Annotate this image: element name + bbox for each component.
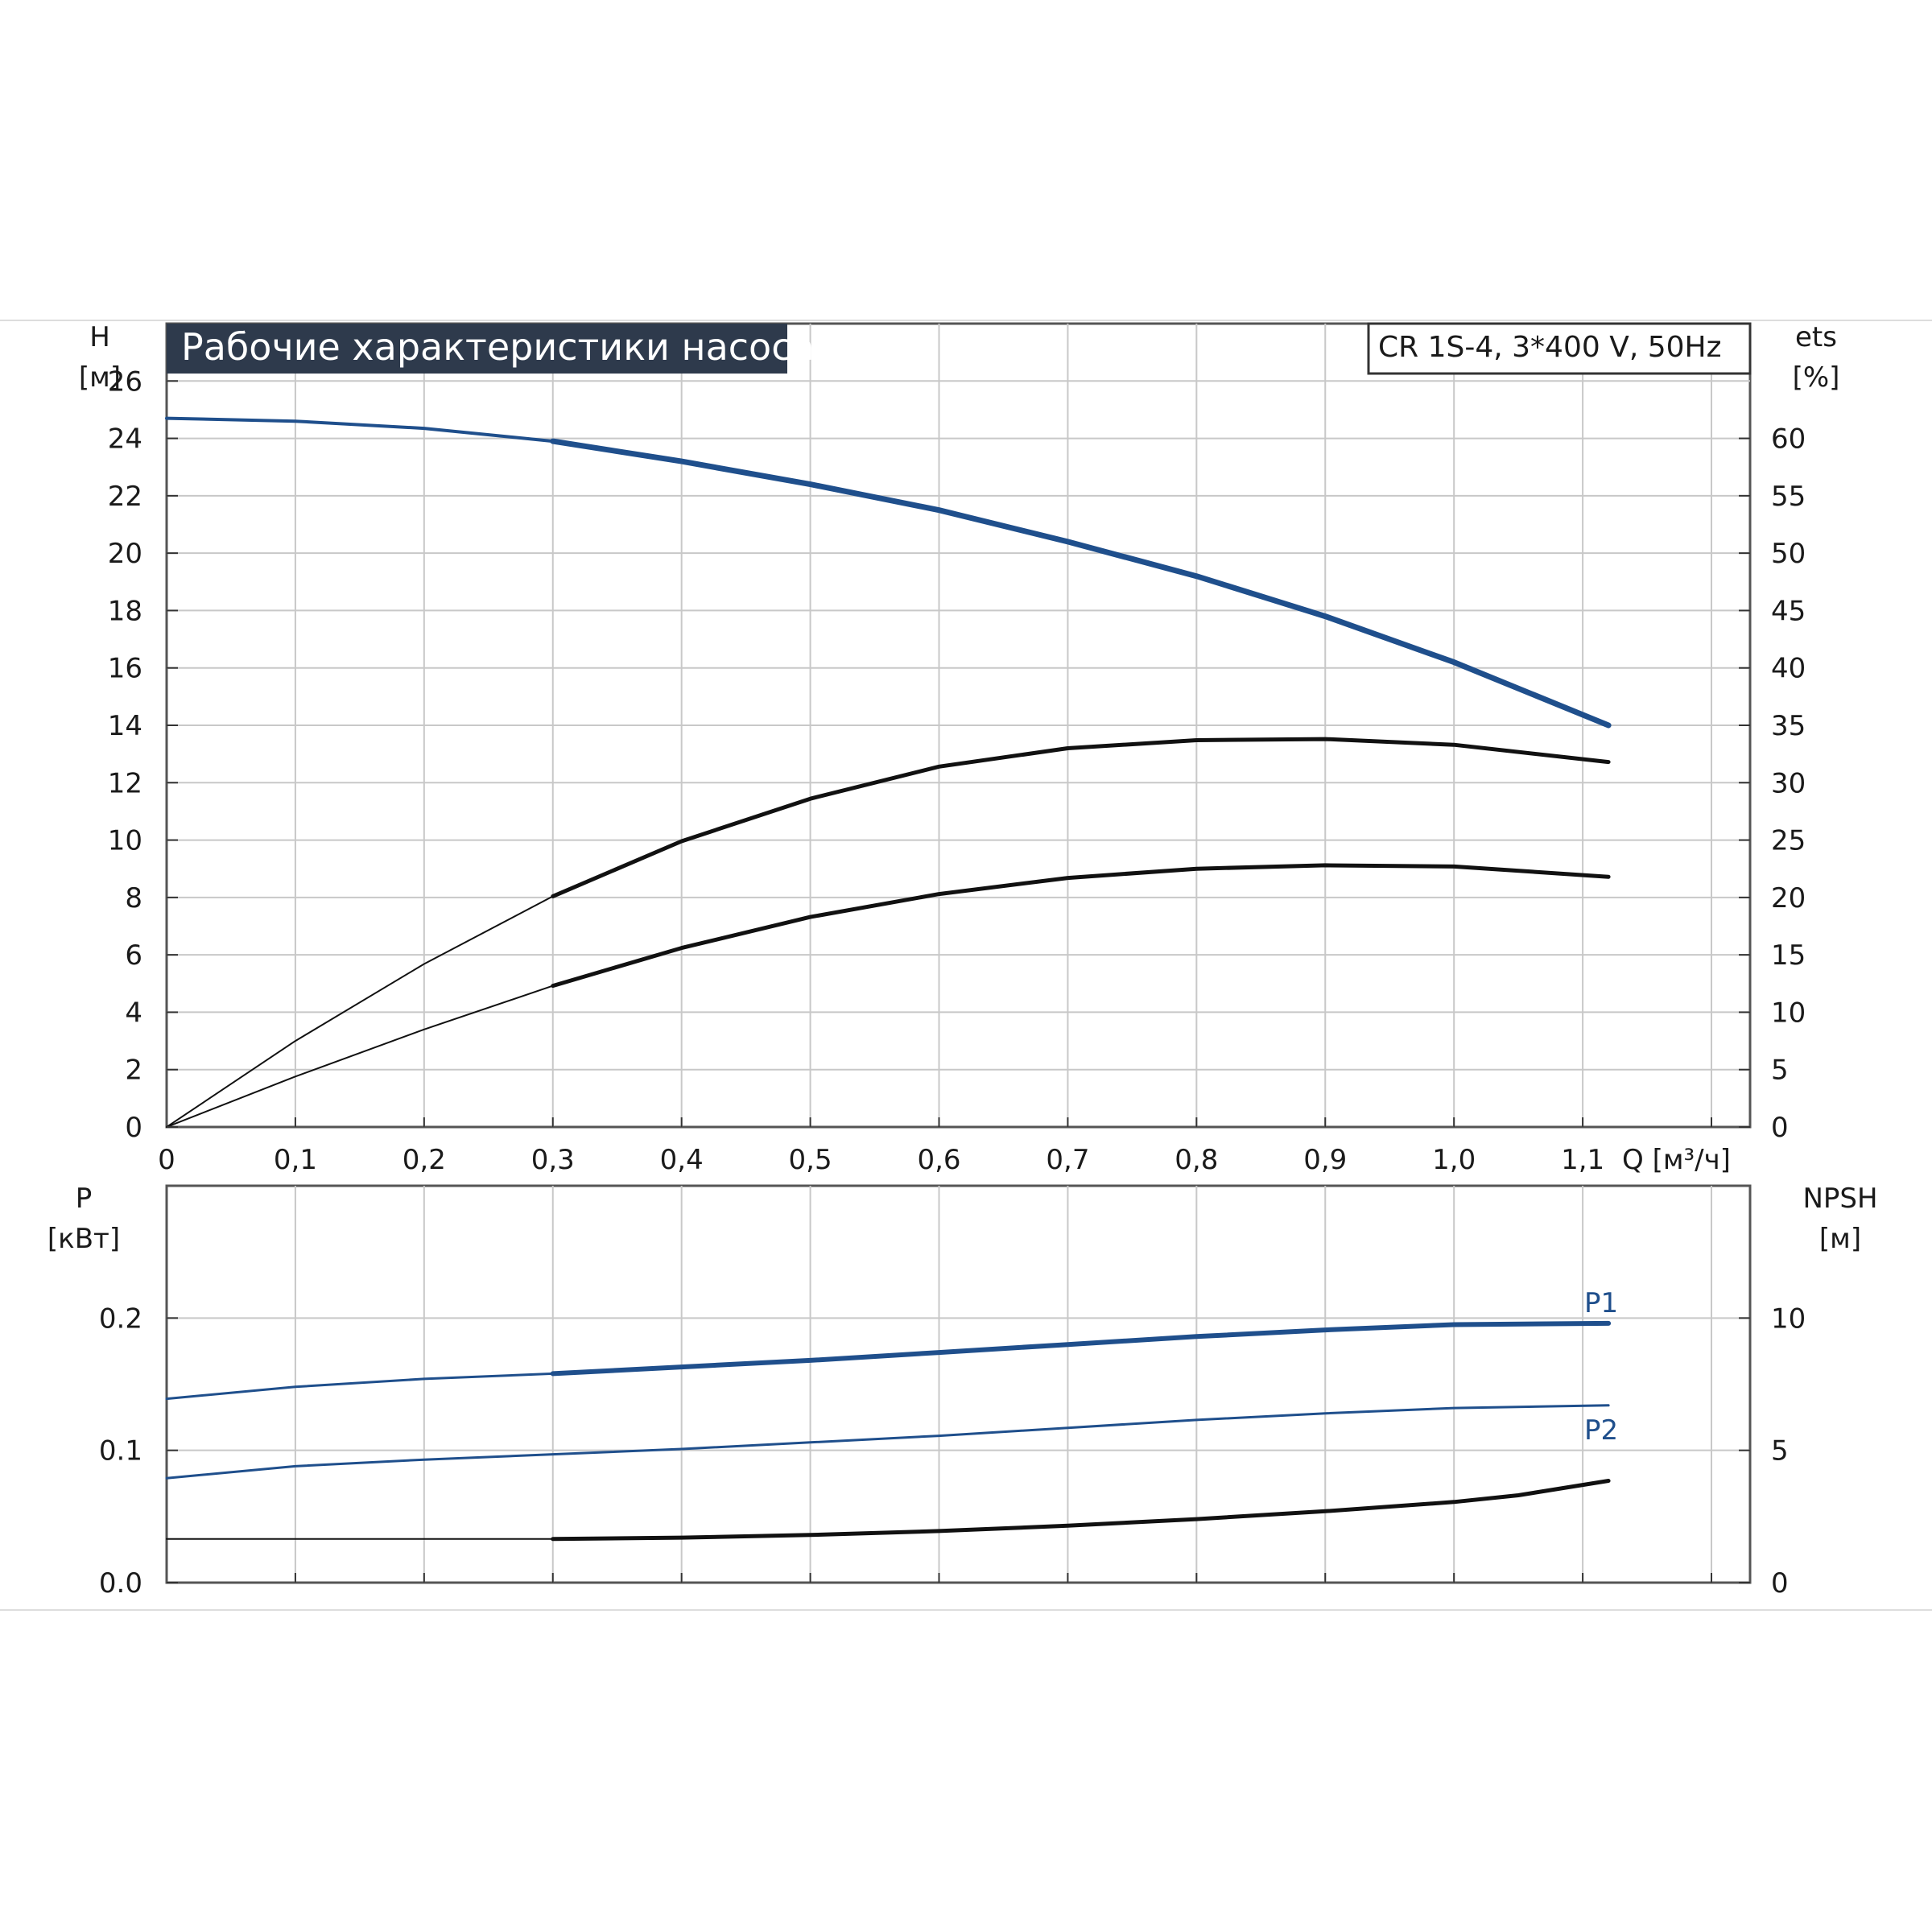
npsh-axis-label: NPSH	[1802, 1183, 1877, 1215]
bottom-grid	[167, 1186, 1750, 1583]
x-tick-label: 0,6	[917, 1144, 960, 1176]
right-tick-label: 55	[1771, 481, 1806, 513]
left-tick-label: 18	[108, 595, 142, 627]
right-tick-label: 60	[1771, 423, 1806, 456]
series-line-bold-2	[551, 1479, 1611, 1542]
efficiency-axis-unit: [%]	[1793, 361, 1840, 394]
x-tick-label: 1,0	[1432, 1144, 1476, 1176]
series-line-bold-0	[550, 1320, 1612, 1377]
left-tick-label: 4	[125, 997, 142, 1029]
model-box	[1367, 322, 1752, 375]
x-tick-label: 0,1	[274, 1144, 317, 1176]
series-line-1	[165, 1404, 1610, 1480]
power-axis-ticks: 0.0 0.1 0.2	[99, 1302, 178, 1600]
bottom-series-group	[165, 1320, 1612, 1542]
right-tick-label: 35	[1771, 710, 1806, 742]
left-tick-label: 0.1	[99, 1435, 142, 1468]
right-tick-label: 45	[1771, 595, 1806, 627]
right-tick-label: 0	[1771, 1567, 1789, 1600]
x-tick-label: 0	[158, 1144, 175, 1176]
right-tick-label: 15	[1771, 939, 1806, 972]
left-tick-label: 22	[108, 481, 142, 513]
left-tick-label: 8	[125, 882, 142, 914]
power-npsh-panel: 0.0 0.1 0.2 0 5 10 P [кВт] NPSH [м] P1 P2	[47, 1183, 1878, 1600]
left-tick-label: 26	[108, 365, 142, 398]
right-tick-label: 40	[1771, 653, 1806, 685]
npsh-axis-unit: [м]	[1819, 1223, 1861, 1255]
left-tick-label: 14	[108, 710, 142, 742]
npsh-axis-ticks: 0 5 10	[1739, 1302, 1806, 1600]
p1-series-label: P1	[1584, 1287, 1618, 1319]
top-grid	[167, 324, 1750, 1127]
x-tick-label: 0,3	[531, 1144, 575, 1176]
flow-axis-label: Q [м³/ч]	[1622, 1144, 1731, 1176]
left-tick-label: 20	[108, 538, 142, 570]
head-axis-unit: [м]	[79, 361, 121, 394]
top-series-group	[165, 416, 1612, 1128]
left-tick-label: 0.2	[99, 1302, 142, 1335]
left-tick-label: 2	[125, 1055, 142, 1087]
chart-title: Рабочие характеристики насоса	[181, 325, 815, 369]
title-box	[167, 324, 787, 374]
bottom-plot-area	[165, 1184, 1752, 1584]
x-tick-label: 0,7	[1046, 1144, 1089, 1176]
right-tick-label: 5	[1771, 1055, 1789, 1087]
right-tick-label: 0	[1771, 1112, 1789, 1144]
x-tick-label: 0,2	[402, 1144, 446, 1176]
efficiency-axis-ticks: 0 5 10 15 20 25 30 35 40 45 50 55 60	[1739, 423, 1806, 1144]
series-line-bold-1	[551, 737, 1611, 898]
right-tick-label: 50	[1771, 538, 1806, 570]
p2-series-label: P2	[1584, 1414, 1618, 1447]
left-tick-label: 0.0	[99, 1567, 142, 1600]
x-tick-label: 0,5	[789, 1144, 832, 1176]
power-axis-label: P	[76, 1183, 93, 1215]
right-tick-label: 10	[1771, 1302, 1806, 1335]
right-tick-label: 20	[1771, 882, 1806, 914]
left-tick-label: 6	[125, 939, 142, 972]
left-tick-label: 12	[108, 767, 142, 799]
left-tick-label: 10	[108, 825, 142, 857]
x-tick-label: 0,9	[1303, 1144, 1347, 1176]
power-axis-unit: [кВт]	[47, 1223, 120, 1255]
left-tick-label: 0	[125, 1112, 142, 1144]
model-label: CR 1S-4, 3*400 V, 50Hz	[1378, 331, 1721, 364]
right-tick-label: 30	[1771, 767, 1806, 799]
left-tick-label: 24	[108, 423, 142, 456]
right-tick-label: 10	[1771, 997, 1806, 1029]
series-line-bold-2	[551, 863, 1611, 989]
right-tick-label: 5	[1771, 1435, 1789, 1468]
flow-axis-ticks: 0 0,1 0,2 0,3 0,4 0,5 0,6 0,7 0,8 0,9 1,0 1,1	[158, 1144, 1604, 1176]
x-tick-label: 0,8	[1174, 1144, 1218, 1176]
series-line-bold-0	[550, 438, 1612, 729]
x-tick-label: 1,1	[1561, 1144, 1604, 1176]
left-tick-label: 16	[108, 653, 142, 685]
x-tick-label: 0,4	[660, 1144, 704, 1176]
efficiency-axis-label: ets	[1795, 321, 1837, 353]
head-axis-label: H	[89, 321, 110, 353]
right-tick-label: 25	[1771, 825, 1806, 857]
